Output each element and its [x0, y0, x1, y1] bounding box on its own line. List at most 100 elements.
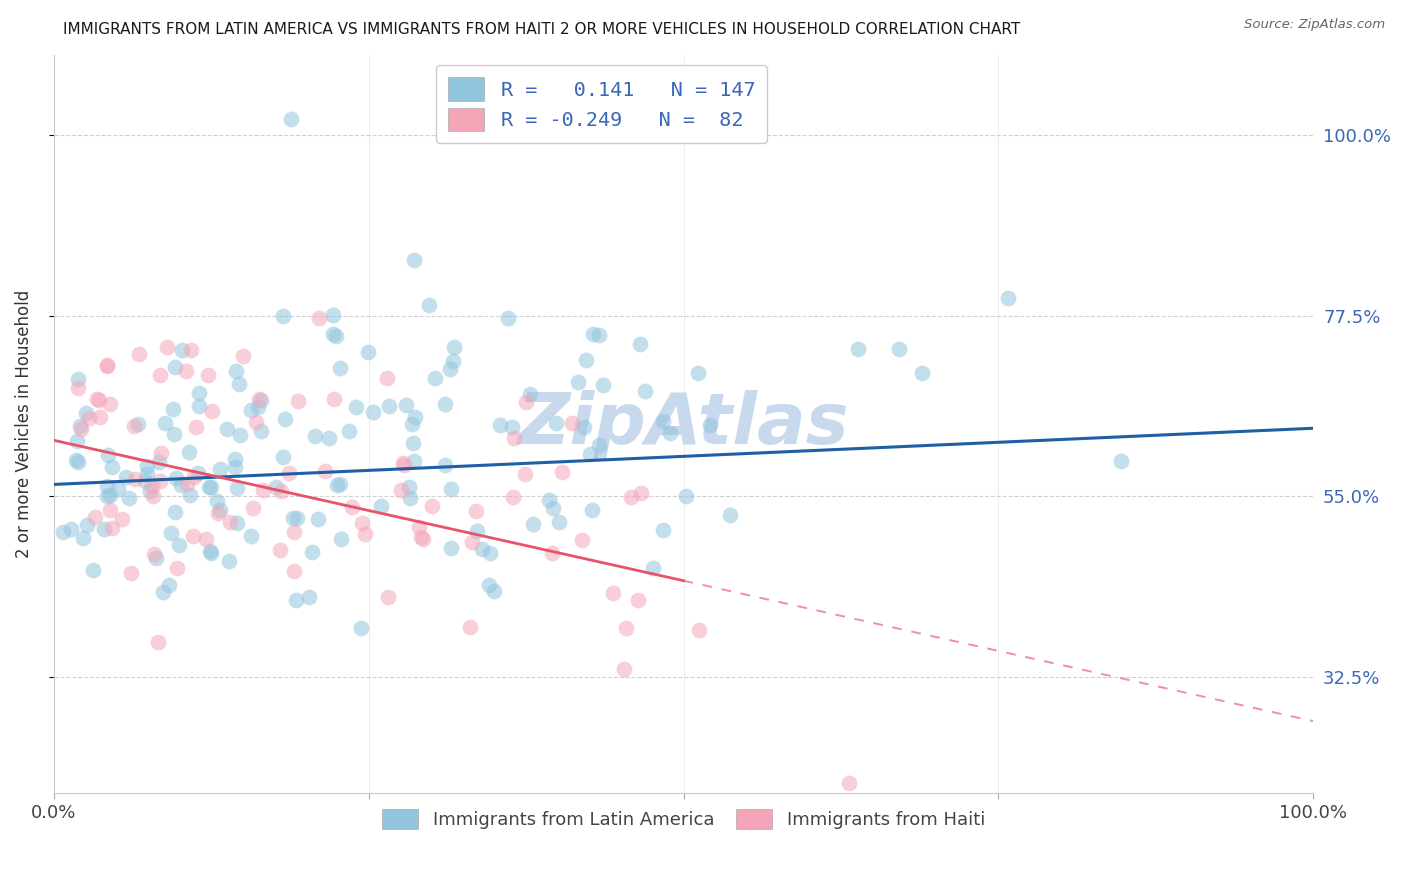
Point	[330, 533, 353, 547]
Point	[207, 506, 229, 520]
Point	[283, 564, 305, 578]
Point	[118, 491, 141, 505]
Point	[582, 327, 605, 342]
Point	[163, 505, 186, 519]
Point	[82, 563, 104, 577]
Point	[60, 522, 83, 536]
Point	[548, 516, 571, 530]
Point	[247, 392, 270, 406]
Point	[522, 516, 544, 531]
Point	[394, 398, 416, 412]
Text: Source: ZipAtlas.com: Source: ZipAtlas.com	[1244, 18, 1385, 31]
Point	[240, 529, 263, 543]
Point	[375, 371, 398, 385]
Point	[304, 429, 326, 443]
Point	[298, 591, 321, 605]
Point	[464, 503, 486, 517]
Point	[404, 410, 426, 425]
Point	[198, 480, 221, 494]
Point	[572, 419, 595, 434]
Point	[434, 458, 457, 472]
Text: IMMIGRANTS FROM LATIN AMERICA VS IMMIGRANTS FROM HAITI 2 OR MORE VEHICLES IN HOU: IMMIGRANTS FROM LATIN AMERICA VS IMMIGRA…	[63, 22, 1021, 37]
Point	[179, 488, 201, 502]
Point	[187, 399, 209, 413]
Point	[301, 545, 323, 559]
Point	[458, 620, 481, 634]
Point	[561, 417, 583, 431]
Point	[418, 298, 440, 312]
Point	[86, 392, 108, 406]
Point	[652, 413, 675, 427]
Point	[197, 368, 219, 382]
Point	[250, 425, 273, 439]
Point	[135, 467, 157, 482]
Point	[67, 382, 90, 396]
Point	[242, 501, 264, 516]
Point	[322, 326, 344, 341]
Point	[613, 662, 636, 676]
Point	[340, 500, 363, 514]
Point	[138, 483, 160, 498]
Point	[478, 578, 501, 592]
Point	[101, 460, 124, 475]
Point	[326, 478, 349, 492]
Point	[277, 466, 299, 480]
Point	[377, 591, 399, 605]
Point	[269, 543, 291, 558]
Point	[177, 445, 200, 459]
Point	[537, 492, 560, 507]
Point	[540, 546, 562, 560]
Point	[134, 475, 156, 489]
Point	[357, 345, 380, 359]
Point	[247, 400, 270, 414]
Point	[72, 531, 94, 545]
Point	[165, 471, 187, 485]
Point	[398, 491, 420, 505]
Point	[167, 538, 190, 552]
Point	[323, 392, 346, 407]
Point	[69, 419, 91, 434]
Point	[350, 516, 373, 530]
Point	[370, 500, 392, 514]
Point	[225, 364, 247, 378]
Point	[620, 491, 643, 505]
Point	[224, 460, 246, 475]
Point	[627, 592, 650, 607]
Point	[225, 516, 247, 530]
Point	[149, 368, 172, 383]
Point	[314, 464, 336, 478]
Point	[651, 524, 673, 538]
Point	[404, 252, 426, 267]
Point	[284, 592, 307, 607]
Point	[273, 450, 295, 464]
Point	[353, 527, 375, 541]
Point	[484, 583, 506, 598]
Point	[170, 478, 193, 492]
Point	[337, 425, 360, 439]
Legend: Immigrants from Latin America, Immigrants from Haiti: Immigrants from Latin America, Immigrant…	[375, 802, 993, 836]
Point	[281, 511, 304, 525]
Point	[128, 347, 150, 361]
Point	[479, 546, 502, 560]
Point	[66, 434, 89, 448]
Point	[218, 516, 240, 530]
Point	[107, 482, 129, 496]
Point	[344, 401, 367, 415]
Point	[93, 522, 115, 536]
Point	[502, 490, 524, 504]
Point	[496, 311, 519, 326]
Point	[84, 510, 107, 524]
Point	[546, 417, 568, 431]
Point	[329, 476, 352, 491]
Point	[157, 578, 180, 592]
Point	[465, 524, 488, 538]
Point	[75, 406, 97, 420]
Point	[160, 526, 183, 541]
Point	[392, 458, 415, 473]
Point	[98, 502, 121, 516]
Point	[172, 343, 194, 357]
Point	[76, 518, 98, 533]
Point	[409, 530, 432, 544]
Point	[361, 405, 384, 419]
Point	[633, 384, 655, 398]
